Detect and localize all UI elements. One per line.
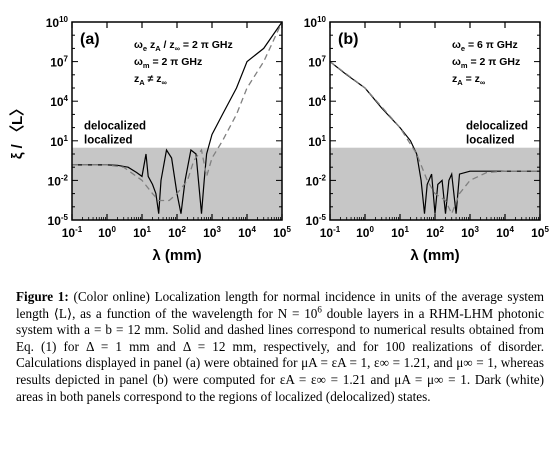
y-axis-label: ξ / 〈L〉 <box>8 101 26 159</box>
panel-label: (a) <box>80 31 100 48</box>
parameter-annotation: ωe​ = 6 π GHz <box>452 39 518 53</box>
x-tick-label: 104 <box>496 225 514 240</box>
panel-label: (b) <box>338 31 358 48</box>
y-tick-label: 101 <box>308 134 326 149</box>
series-line-dashed <box>329 61 540 216</box>
parameter-annotation: ωe​ zA​ / z∞​ = 2 π GHz <box>134 39 233 53</box>
y-tick-label: 1010 <box>304 15 327 30</box>
x-tick-label: 102 <box>168 225 186 240</box>
x-tick-label: 101 <box>133 225 151 240</box>
y-tick-label: 107 <box>308 55 326 70</box>
localized-label: localized <box>466 135 515 147</box>
x-axis-label: λ (mm) <box>152 247 201 264</box>
series-line-solid <box>72 21 283 214</box>
x-tick-label: 102 <box>426 225 444 240</box>
y-tick-label: 10-2 <box>48 173 69 188</box>
figure-caption: Figure 1: (Color online) Localization le… <box>16 289 544 405</box>
y-tick-label: 107 <box>50 55 68 70</box>
x-tick-label: 103 <box>461 225 479 240</box>
parameter-annotation: ωm​ = 2 π GHz <box>134 56 202 70</box>
y-tick-label: 1010 <box>46 15 69 30</box>
delocalized-label: delocalized <box>466 121 528 133</box>
x-tick-label: 100 <box>98 225 116 240</box>
caption-text-2: double layers in a RHM-LHM photonic syst… <box>16 305 544 404</box>
caption-label: Figure 1: <box>16 289 69 304</box>
localized-label: localized <box>84 135 133 147</box>
y-tick-label: 10-2 <box>306 173 327 188</box>
figure: ξ / 〈L〉 10-1 100 101 102 103 104 105 10-5 10-2 10… <box>8 15 549 264</box>
parameter-annotation: zA​ ≠ z∞​ <box>134 73 167 87</box>
chart-svg: ξ / 〈L〉 10-1 100 101 102 103 104 10510-510-210… <box>8 15 549 264</box>
y-tick-label: 101 <box>50 134 68 149</box>
x-tick-label: 100 <box>356 225 374 240</box>
parameter-annotation: ωm​ = 2 π GHz <box>452 56 520 70</box>
localized-region-shade <box>72 147 282 220</box>
x-tick-label: 105 <box>531 225 549 240</box>
caption-sup: 6 <box>317 304 322 315</box>
y-tick-label: 104 <box>50 94 68 109</box>
x-tick-label: 10-1 <box>62 225 83 240</box>
x-tick-label: 105 <box>273 225 291 240</box>
y-tick-label: 104 <box>308 94 326 109</box>
series-line-solid <box>329 61 540 214</box>
x-tick-label: 104 <box>238 225 256 240</box>
delocalized-label: delocalized <box>84 121 146 133</box>
caption-text-1: (Color online) Localization length for n… <box>16 289 545 321</box>
parameter-annotation: zA​ = z∞​ <box>452 73 485 87</box>
series-line-dashed <box>72 21 283 202</box>
x-tick-label: 103 <box>203 225 221 240</box>
x-tick-label: 10-1 <box>320 225 341 240</box>
x-axis-label: λ (mm) <box>410 247 459 264</box>
x-tick-label: 101 <box>391 225 409 240</box>
